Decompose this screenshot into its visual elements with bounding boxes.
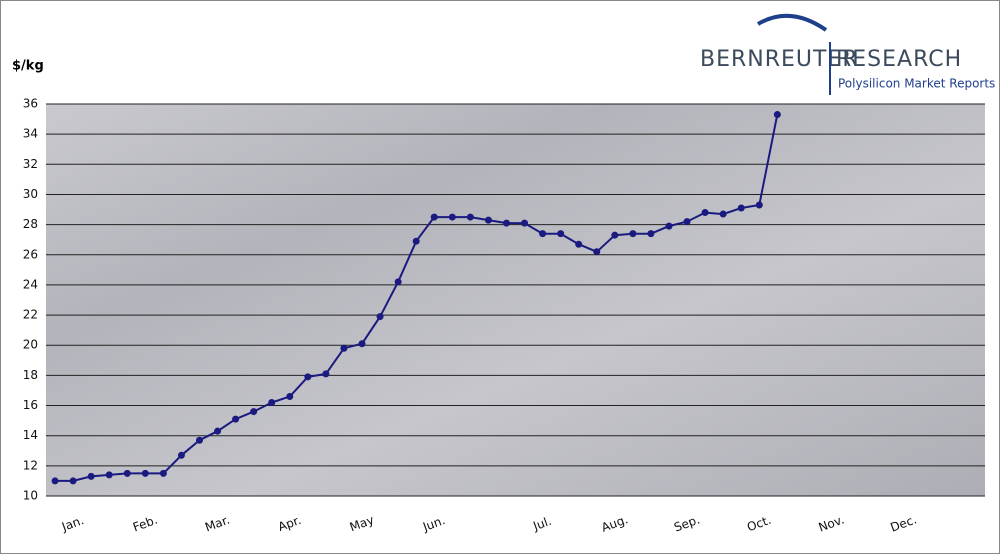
point: [105, 471, 113, 479]
point: [358, 340, 366, 348]
point: [484, 216, 492, 224]
point: [683, 218, 691, 226]
point: [611, 231, 619, 239]
point: [466, 213, 474, 221]
point: [195, 436, 203, 444]
y-tick-label: 10: [23, 489, 38, 503]
y-tick-label: 36: [23, 97, 38, 111]
point: [159, 469, 167, 477]
point: [87, 472, 95, 480]
y-tick-label: 24: [23, 277, 38, 291]
point: [539, 230, 547, 238]
point: [250, 408, 258, 416]
y-tick-label: 30: [23, 187, 38, 201]
point: [665, 222, 673, 230]
point: [773, 111, 781, 119]
brand-name-2: RESEARCH: [836, 47, 962, 72]
point: [719, 210, 727, 218]
y-tick-label: 18: [23, 368, 38, 382]
plot-background: [46, 104, 985, 496]
point: [647, 230, 655, 238]
point: [232, 415, 240, 423]
logo-arc: [756, 13, 828, 32]
point: [629, 230, 637, 238]
brand-name: BERNREUTER: [700, 47, 859, 72]
point: [268, 399, 276, 407]
point: [394, 278, 402, 286]
y-axis-label: $/kg: [12, 59, 44, 74]
point: [448, 213, 456, 221]
y-tick-label: 12: [23, 458, 38, 472]
point: [177, 451, 185, 459]
point: [141, 469, 149, 477]
x-tick-label: Jul.: [530, 514, 553, 534]
point: [593, 248, 601, 256]
point: [286, 392, 294, 400]
point: [412, 237, 420, 245]
point: [69, 477, 77, 485]
point: [123, 469, 131, 477]
point: [575, 240, 583, 248]
y-tick-label: 20: [23, 338, 38, 352]
y-tick-label: 34: [23, 127, 38, 141]
point: [521, 219, 529, 227]
point: [340, 344, 348, 352]
point: [51, 477, 59, 485]
point: [214, 427, 222, 435]
point: [737, 204, 745, 212]
point: [755, 201, 763, 209]
point: [557, 230, 565, 238]
y-tick-label: 22: [23, 308, 38, 322]
brand-tagline: Polysilicon Market Reports: [838, 77, 995, 91]
y-tick-label: 14: [23, 428, 38, 442]
point: [376, 313, 384, 321]
y-tick-label: 32: [23, 157, 38, 171]
y-tick-label: 26: [23, 247, 38, 261]
y-tick-label: 28: [23, 217, 38, 231]
point: [502, 219, 510, 227]
point: [304, 373, 312, 381]
point: [322, 370, 330, 378]
y-tick-label: 16: [23, 398, 38, 412]
point: [430, 213, 438, 221]
point: [701, 209, 709, 217]
